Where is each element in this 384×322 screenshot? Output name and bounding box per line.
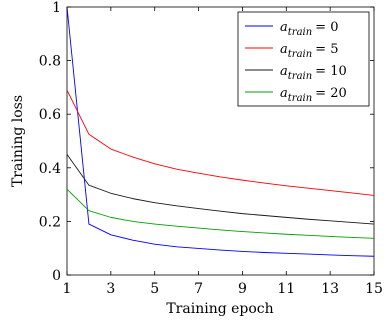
y-tick-label: 0 — [52, 268, 61, 284]
x-tick-label: 13 — [321, 281, 339, 297]
series-line-20 — [66, 188, 375, 239]
x-tick-label: 11 — [277, 281, 295, 297]
legend-box — [237, 11, 370, 107]
legend-label: atrain = 20 — [280, 86, 347, 104]
legend-label: atrain = 10 — [280, 64, 347, 82]
plot-frame — [66, 6, 375, 276]
series-line-5 — [66, 89, 375, 196]
x-tick-label: 9 — [238, 281, 247, 297]
plot-area — [66, 6, 375, 276]
x-tick-label: 1 — [63, 281, 72, 297]
labels-layer: Training epoch Training loss — [10, 95, 274, 317]
legend-label: atrain = 0 — [280, 20, 338, 38]
y-tick-label: 0.6 — [39, 107, 61, 123]
x-tick-label: 3 — [106, 281, 115, 297]
x-tick-label: 7 — [194, 281, 203, 297]
y-axis-label: Training loss — [10, 95, 26, 187]
x-axis-label: Training epoch — [166, 301, 273, 317]
y-tick-label: 0.2 — [39, 214, 61, 230]
y-tick-label: 0.8 — [39, 54, 61, 70]
series-layer — [66, 6, 375, 257]
legend: atrain = 0 atrain = 5 atrain = 10 atrain = 20 — [237, 11, 370, 107]
x-tick-label: 5 — [150, 281, 159, 297]
series-line-0 — [66, 6, 375, 257]
series-line-10 — [66, 154, 375, 225]
x-tick-label: 15 — [365, 281, 383, 297]
legend-label: atrain = 5 — [280, 42, 338, 60]
y-tick-label: 0.4 — [39, 161, 61, 177]
y-tick-label: 1 — [52, 0, 61, 16]
